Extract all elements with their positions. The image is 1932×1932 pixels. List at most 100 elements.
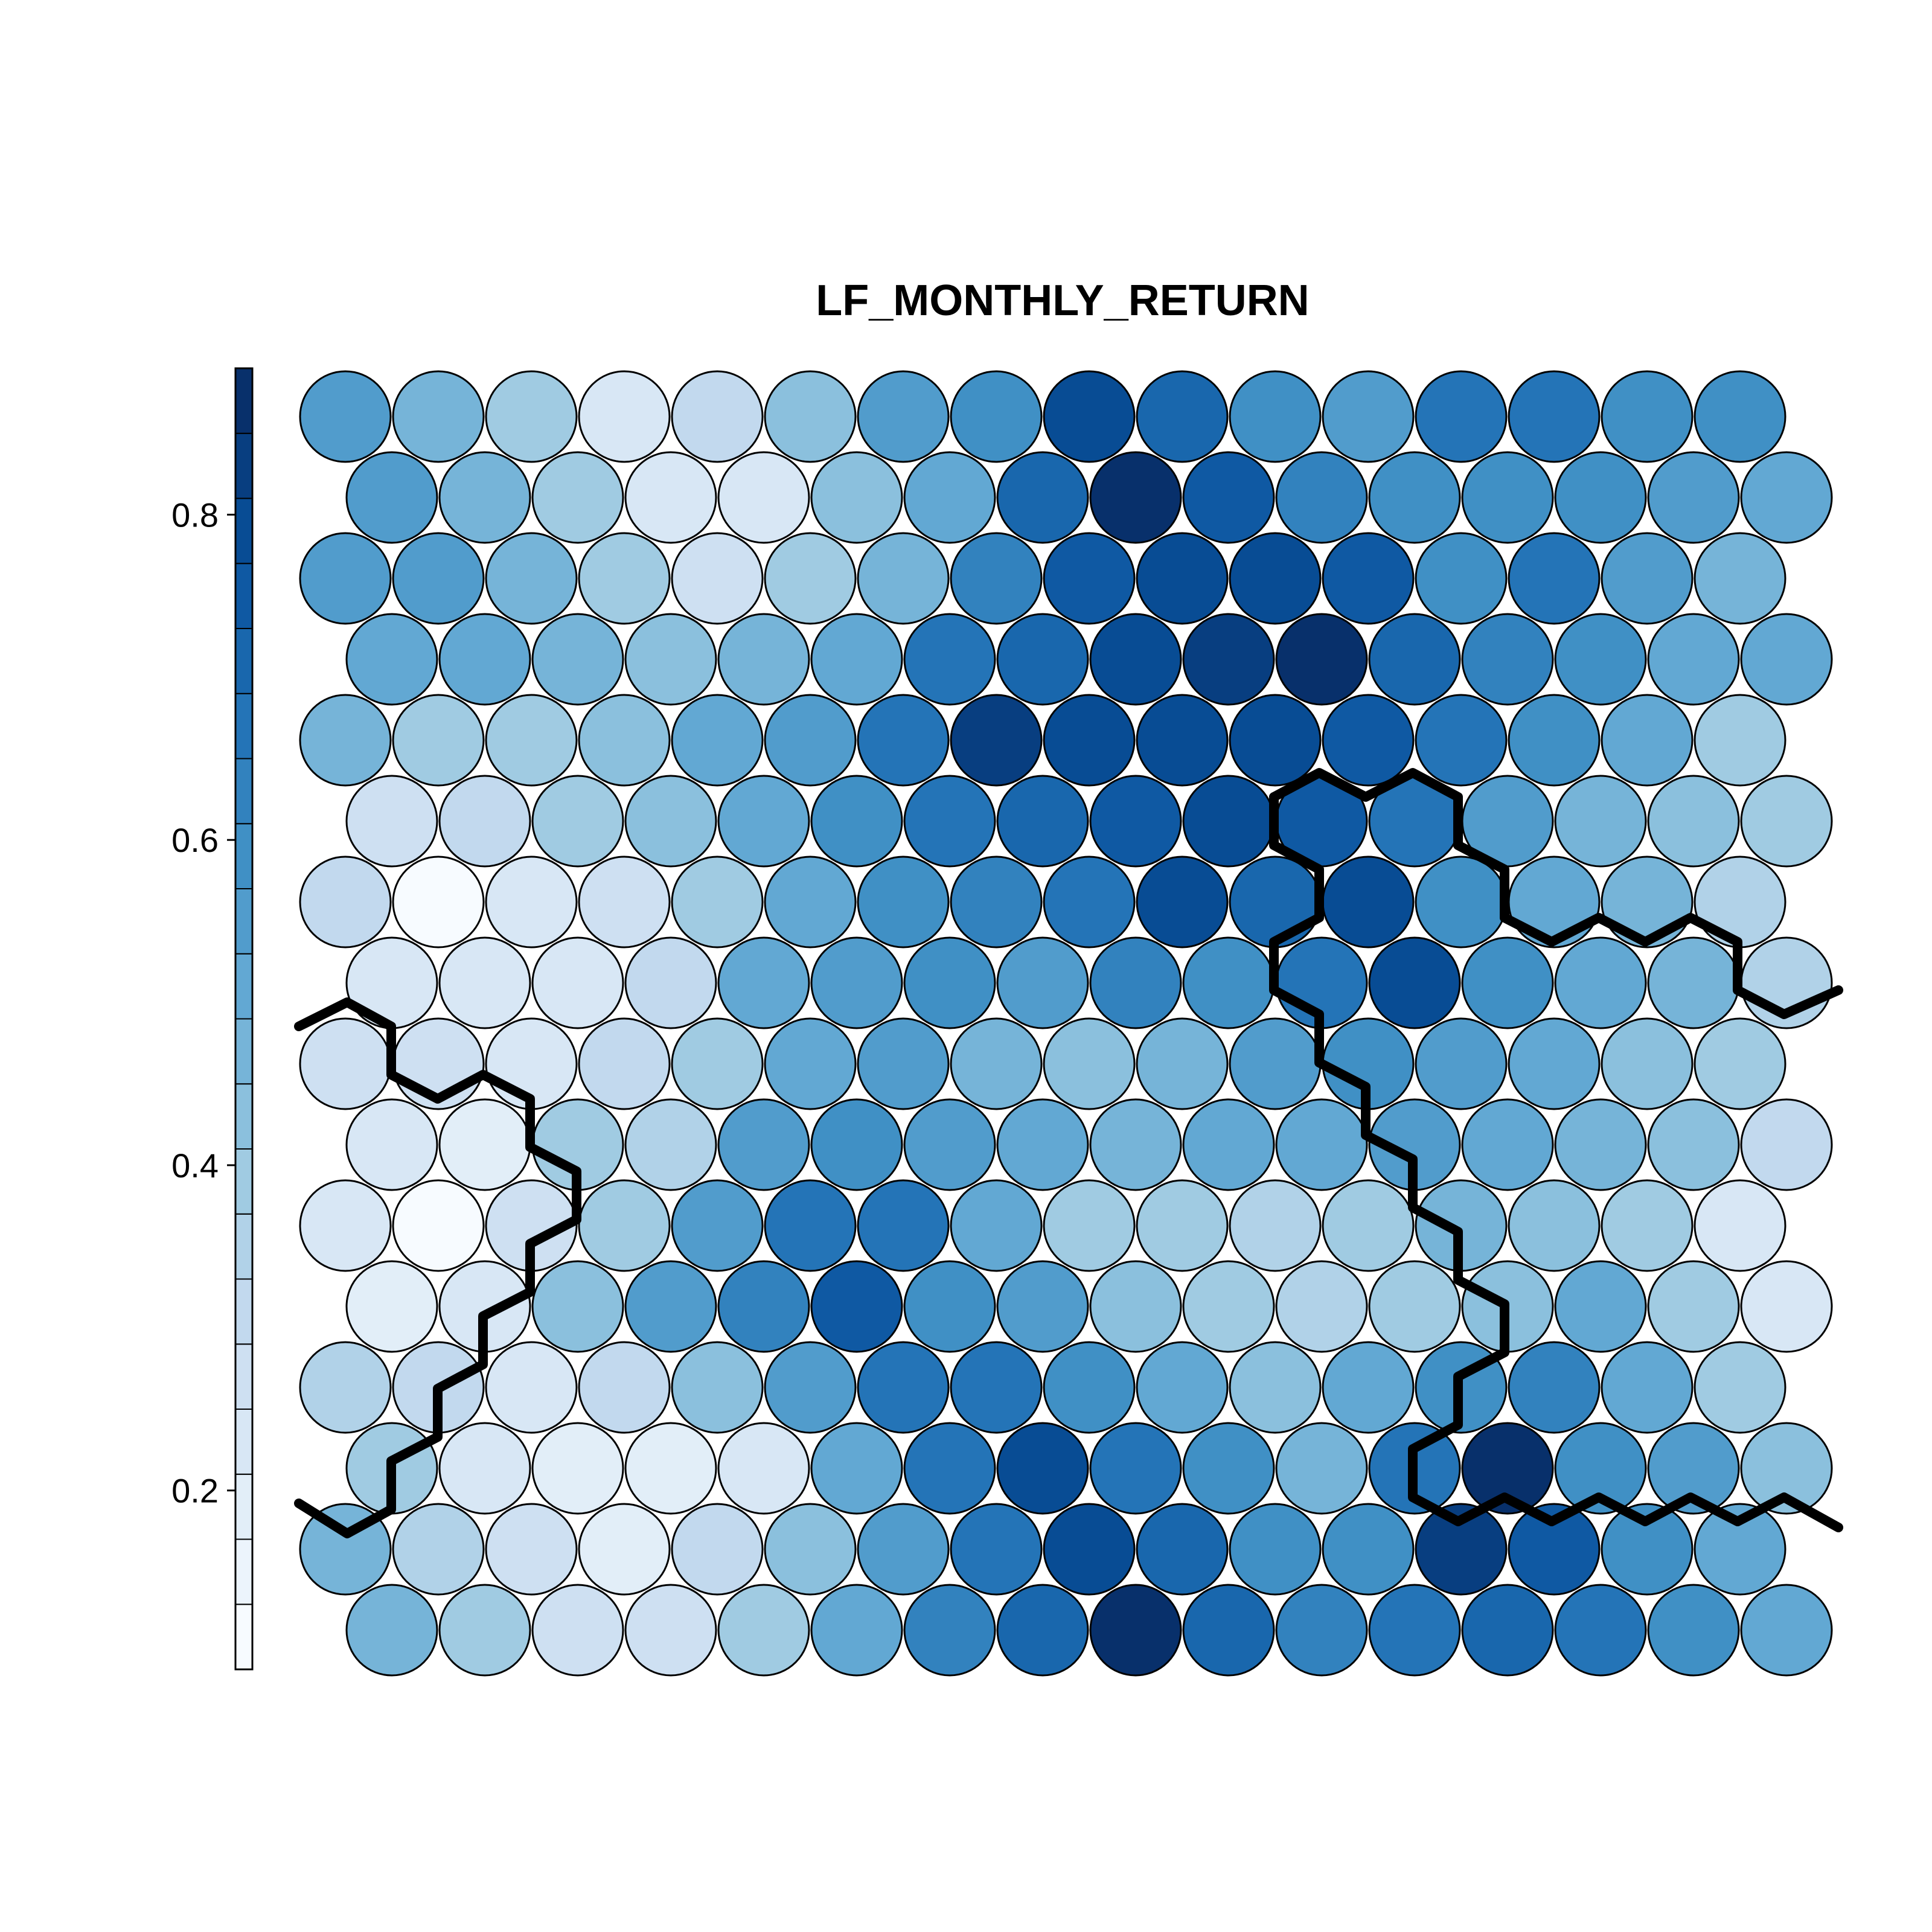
som-cell (392, 1179, 485, 1272)
som-cell (624, 936, 717, 1029)
som-cell (1647, 775, 1740, 868)
som-cell (857, 532, 950, 625)
som-cell (1647, 1584, 1740, 1677)
som-cell (1136, 1503, 1229, 1596)
som-cell (1322, 856, 1415, 948)
som-cell (1136, 1017, 1229, 1110)
cluster-boundary-line (294, 997, 581, 1538)
som-cell (1415, 1503, 1508, 1596)
som-cell (392, 370, 485, 463)
som-cell (1461, 1098, 1554, 1191)
som-cell (1229, 1017, 1322, 1110)
som-cell (624, 1422, 717, 1515)
som-cell (1740, 451, 1833, 544)
som-cell (1089, 775, 1182, 868)
som-cell (624, 1584, 717, 1677)
cluster-boundary-line (1269, 768, 1843, 1019)
som-cell (1508, 532, 1601, 625)
som-cell (810, 1422, 903, 1515)
som-cell (345, 775, 438, 868)
som-cell (903, 775, 996, 868)
som-cell (531, 775, 624, 868)
som-cell (1322, 1503, 1415, 1596)
som-cell (485, 856, 578, 948)
legend-tick-label: 0.6 (171, 821, 219, 859)
som-cell (996, 775, 1089, 868)
som-cell (1740, 1260, 1833, 1353)
legend-bin (235, 1343, 253, 1410)
som-cell (764, 370, 857, 463)
som-cell (1647, 936, 1740, 1029)
som-cell (717, 1098, 810, 1191)
legend-tick-label: 0.2 (171, 1472, 219, 1510)
som-cell (1461, 613, 1554, 706)
som-cell (810, 775, 903, 868)
som-cell (1229, 370, 1322, 463)
som-cell (1508, 1503, 1601, 1596)
som-cell (1740, 1098, 1833, 1191)
som-cell (1322, 1179, 1415, 1272)
som-cell (996, 1584, 1089, 1677)
som-cell (345, 1098, 438, 1191)
som-cell (438, 1584, 531, 1677)
som-cell (1740, 1422, 1833, 1515)
som-cell (1415, 370, 1508, 463)
som-cell (857, 856, 950, 948)
som-cell (950, 694, 1043, 787)
som-cell (1182, 1260, 1275, 1353)
som-cell (1508, 370, 1601, 463)
som-cell (624, 613, 717, 706)
som-cell (717, 936, 810, 1029)
som-cell (531, 1422, 624, 1515)
som-cell (531, 936, 624, 1029)
som-cell (438, 1098, 531, 1191)
som-cell (903, 613, 996, 706)
som-cell (857, 694, 950, 787)
som-cell (485, 532, 578, 625)
som-cell (1647, 1422, 1740, 1515)
som-cell (1740, 1584, 1833, 1677)
som-cell (1694, 370, 1786, 463)
cluster-boundary-line (1269, 792, 1843, 1532)
som-cell (671, 370, 764, 463)
som-cell (764, 532, 857, 625)
som-cell (996, 1422, 1089, 1515)
som-cell (996, 1260, 1089, 1353)
som-cell (299, 1341, 392, 1434)
som-cell (764, 1179, 857, 1272)
som-cell (1601, 1179, 1694, 1272)
som-cell (810, 936, 903, 1029)
som-cell (1089, 1260, 1182, 1353)
som-cell (531, 1584, 624, 1677)
som-cell (1275, 613, 1368, 706)
som-cell (485, 1341, 578, 1434)
som-cells (299, 370, 1833, 1677)
som-cell (717, 775, 810, 868)
legend-bin (235, 1278, 253, 1345)
som-cell (671, 1341, 764, 1434)
som-cell (671, 856, 764, 948)
legend-bin (235, 432, 253, 499)
som-cell (857, 1017, 950, 1110)
legend-bin (235, 497, 253, 565)
som-cell (392, 532, 485, 625)
som-cell (1043, 694, 1136, 787)
som-cell (1043, 1341, 1136, 1434)
som-cell (1554, 1098, 1647, 1191)
legend-bin (235, 628, 253, 694)
som-cell (950, 856, 1043, 948)
som-cell (392, 856, 485, 948)
som-cell (578, 370, 671, 463)
som-cell (299, 532, 392, 625)
som-cell (1136, 1179, 1229, 1272)
legend-bin (235, 693, 253, 760)
legend-bin (235, 1409, 253, 1475)
som-cell (531, 613, 624, 706)
som-cell (1601, 532, 1694, 625)
som-cell (1136, 370, 1229, 463)
som-cell (671, 1503, 764, 1596)
som-cell (624, 1098, 717, 1191)
som-cell (810, 1260, 903, 1353)
legend-bin (235, 368, 253, 434)
